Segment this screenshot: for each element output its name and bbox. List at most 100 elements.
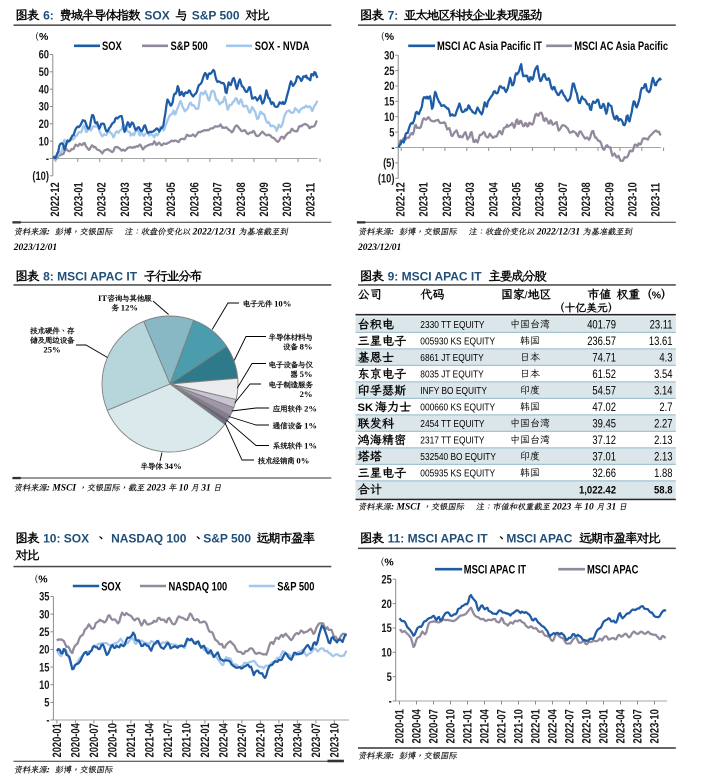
svg-text:1%: 1%	[304, 421, 317, 431]
svg-text:5%: 5%	[300, 369, 313, 379]
svg-text:(10): (10)	[378, 172, 395, 185]
svg-text:32.66: 32.66	[592, 467, 616, 480]
svg-text:-: -	[46, 153, 49, 166]
svg-text:23.11: 23.11	[650, 318, 673, 331]
svg-text:2023-01: 2023-01	[598, 709, 611, 743]
svg-text:%: %	[39, 31, 49, 43]
svg-text:2021-10: 2021-10	[513, 709, 526, 743]
svg-text:10: 10	[39, 679, 49, 692]
svg-text:20: 20	[381, 598, 391, 611]
svg-text:10%: 10%	[274, 299, 291, 309]
svg-text:2.7: 2.7	[659, 401, 672, 414]
svg-text:12%: 12%	[121, 303, 138, 313]
svg-text:8: MSCI APAC IT: 8: MSCI APAC IT	[43, 270, 138, 284]
svg-text:3.54: 3.54	[654, 368, 672, 381]
svg-text:2.13: 2.13	[654, 450, 672, 463]
svg-text::: :	[391, 228, 394, 238]
svg-text:005930 KS EQUITY: 005930 KS EQUITY	[420, 336, 495, 347]
svg-text:10: 10	[584, 503, 594, 513]
svg-text:10: SOX: 10: SOX	[43, 532, 89, 546]
svg-text:2023-10: 2023-10	[329, 723, 342, 757]
svg-text:2023-10: 2023-10	[649, 709, 662, 743]
svg-text:7:: 7:	[388, 9, 399, 23]
svg-text:25%: 25%	[43, 345, 60, 355]
svg-text:NASDAQ 100: NASDAQ 100	[169, 580, 228, 593]
svg-text:MSCI APAC IT: MSCI APAC IT	[464, 563, 527, 576]
svg-text:2023/12/01: 2023/12/01	[357, 243, 401, 253]
svg-text:0%: 0%	[296, 456, 309, 466]
svg-text:30: 30	[384, 49, 394, 62]
svg-text:532540 BO EQUITY: 532540 BO EQUITY	[420, 451, 496, 462]
svg-text:2023-01: 2023-01	[72, 182, 85, 216]
svg-text:6:: 6:	[43, 9, 54, 23]
svg-text:2020-01: 2020-01	[394, 709, 407, 743]
svg-text:2020-10: 2020-10	[107, 723, 120, 757]
svg-text:15: 15	[39, 661, 49, 674]
svg-text:401.79: 401.79	[587, 318, 616, 331]
svg-text:2021-01: 2021-01	[462, 709, 475, 743]
svg-text:MSCI APAC: MSCI APAC	[587, 563, 639, 576]
svg-text:4.3: 4.3	[659, 351, 672, 364]
svg-text:SOX: SOX	[144, 9, 169, 23]
svg-text:5: 5	[44, 697, 49, 710]
svg-text:%: %	[384, 557, 394, 569]
svg-text:-: -	[46, 714, 49, 727]
svg-text:2023-11: 2023-11	[650, 183, 663, 217]
svg-text:2022-04: 2022-04	[218, 723, 231, 757]
svg-text:3.14: 3.14	[654, 384, 672, 397]
svg-text:S&P 500: S&P 500	[277, 580, 314, 593]
svg-text:2023-11: 2023-11	[304, 183, 317, 217]
svg-text:1%: 1%	[304, 441, 317, 451]
svg-text:2020-07: 2020-07	[88, 723, 101, 757]
svg-text:S&P 500: S&P 500	[203, 532, 251, 546]
svg-text:SK: SK	[358, 402, 374, 414]
svg-text:/: /	[525, 291, 528, 302]
svg-text:2023-10: 2023-10	[281, 182, 294, 216]
svg-text:34%: 34%	[165, 461, 182, 471]
svg-text:2023-09: 2023-09	[603, 182, 616, 216]
svg-text:25: 25	[381, 573, 391, 586]
svg-text:2021-07: 2021-07	[162, 723, 175, 757]
svg-text:10: 10	[381, 646, 391, 659]
svg-text:2022-10: 2022-10	[581, 709, 594, 743]
svg-text:10: 10	[39, 135, 49, 148]
svg-text:2023-05: 2023-05	[165, 182, 178, 216]
svg-text:37.12: 37.12	[592, 434, 616, 447]
svg-text::: :	[47, 228, 50, 238]
svg-text:2020-04: 2020-04	[411, 709, 424, 743]
svg-text:2021-04: 2021-04	[144, 723, 157, 757]
svg-text:MSCI AC Asia Pacific IT: MSCI AC Asia Pacific IT	[437, 40, 542, 53]
svg-text:40: 40	[39, 83, 49, 96]
svg-text::: :	[47, 766, 50, 776]
svg-text:S&P 500: S&P 500	[192, 9, 240, 23]
svg-text:31: 31	[606, 503, 617, 513]
svg-text:39.45: 39.45	[592, 417, 616, 430]
svg-text:2022-12: 2022-12	[394, 182, 407, 216]
svg-text:11: MSCI APAC IT: 11: MSCI APAC IT	[388, 532, 489, 546]
svg-text:13.61: 13.61	[649, 335, 673, 348]
svg-text:58.8: 58.8	[654, 485, 673, 497]
svg-text:2022/12/31: 2022/12/31	[192, 228, 236, 238]
svg-text:2023-08: 2023-08	[235, 182, 248, 216]
svg-text:2022-07: 2022-07	[564, 709, 577, 743]
svg-text:INFY BO EQUITY: INFY BO EQUITY	[420, 385, 487, 396]
svg-text:2023-07: 2023-07	[212, 182, 225, 216]
svg-text:SOX - NVDA: SOX - NVDA	[255, 40, 310, 53]
svg-text:005935 KS EQUITY: 005935 KS EQUITY	[420, 468, 495, 479]
svg-text:IT: IT	[98, 293, 107, 303]
svg-text:2454 TT EQUITY: 2454 TT EQUITY	[420, 418, 484, 429]
svg-text:2020-10: 2020-10	[445, 709, 458, 743]
svg-text:(10): (10)	[32, 170, 49, 183]
svg-text:30: 30	[39, 608, 49, 621]
svg-text:2023-07: 2023-07	[310, 723, 323, 757]
svg-text:(5): (5)	[383, 157, 395, 170]
svg-text:2022-01: 2022-01	[530, 709, 543, 743]
svg-text:50: 50	[39, 66, 49, 79]
svg-text:2022-10: 2022-10	[255, 723, 268, 757]
svg-text:20: 20	[39, 118, 49, 131]
svg-text:2020-07: 2020-07	[428, 709, 441, 743]
svg-text:2022-07: 2022-07	[236, 723, 249, 757]
svg-text:2%: 2%	[304, 404, 317, 414]
svg-text:2023-08: 2023-08	[580, 182, 593, 216]
svg-text:2023-04: 2023-04	[292, 723, 305, 757]
